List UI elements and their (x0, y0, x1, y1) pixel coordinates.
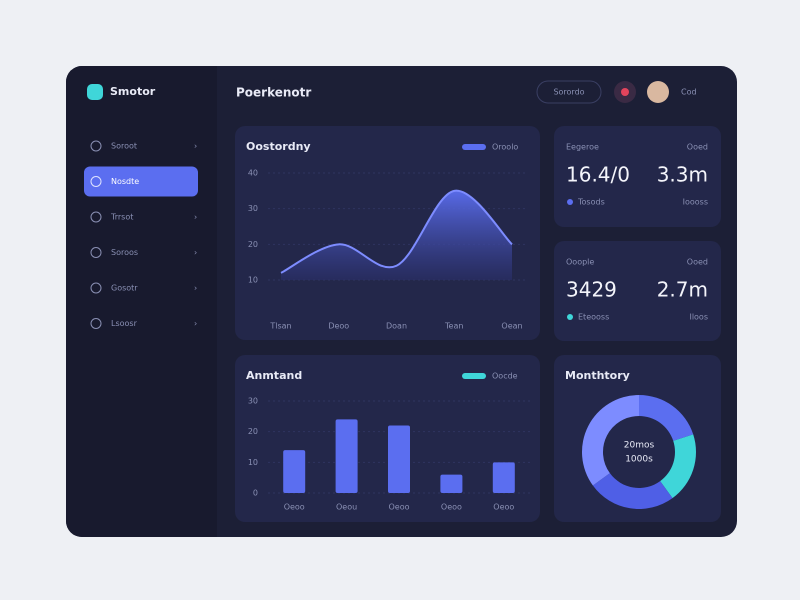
y-tick-label: 30 (248, 204, 258, 213)
card (554, 126, 721, 227)
y-tick-label: 20 (248, 427, 258, 436)
x-tick-label: Oeoo (441, 503, 462, 512)
donut-center-label: 1000s (625, 455, 653, 465)
nav-chevron: › (194, 142, 197, 151)
stat-value: 16.4/0 (566, 163, 630, 187)
x-tick-label: Oeoo (284, 503, 305, 512)
x-tick-label: Oeoo (388, 503, 409, 512)
x-tick-label: Tlsan (269, 322, 291, 331)
user-name[interactable]: Cod (681, 88, 697, 97)
nav-icon (90, 140, 102, 152)
card (235, 355, 540, 522)
stat-label: Ooed (687, 143, 708, 152)
y-tick-label: 0 (253, 489, 258, 498)
stat-sub: Eteooss (578, 313, 609, 322)
stat-sub: Ioooss (683, 198, 708, 207)
card-title: Monthtory (565, 369, 630, 382)
stat-value: 3429 (566, 278, 617, 302)
y-tick-label: 40 (248, 169, 258, 178)
nav-item[interactable]: Soroos (111, 248, 138, 257)
nav-chevron: › (194, 213, 197, 222)
nav-chevron: › (194, 319, 197, 328)
x-tick-label: Oean (501, 322, 522, 331)
bar (388, 425, 410, 493)
notification-dot (621, 88, 629, 96)
donut-segment (582, 395, 639, 486)
donut-segment (592, 473, 673, 509)
x-tick-label: Doan (386, 322, 407, 331)
x-tick-label: Oeou (336, 503, 357, 512)
area (281, 190, 512, 280)
y-tick-label: 30 (248, 397, 258, 406)
nav-chevron: › (194, 284, 197, 293)
bar (440, 474, 463, 493)
stat-label: Eegeroe (566, 143, 599, 152)
x-tick-label: Oeoo (493, 503, 514, 512)
logo-icon (87, 84, 103, 100)
y-tick-label: 20 (248, 240, 258, 249)
line (280, 189, 513, 274)
y-tick-label: 10 (248, 276, 258, 285)
nav-icon (90, 247, 102, 258)
card (554, 241, 721, 341)
nav-item[interactable]: Lsoosr (111, 319, 138, 328)
stat-dot (567, 199, 573, 205)
header-button-label[interactable]: Sorordo (553, 88, 584, 97)
donut-segment (660, 434, 696, 499)
bar (335, 419, 358, 493)
nav-icon (90, 176, 102, 187)
bar (492, 462, 515, 493)
header-button[interactable] (536, 80, 602, 104)
nav-icon (90, 211, 102, 223)
stat-label: Ooed (687, 258, 708, 267)
legend-label: Oocde (492, 372, 518, 381)
legend-swatch (462, 144, 486, 150)
stat-sub: Iloos (689, 313, 708, 322)
card-title: Oostordny (246, 140, 311, 153)
x-tick-label: Deoo (328, 322, 349, 331)
nav-icon (90, 318, 102, 329)
donut-center-label: 20mos (624, 441, 655, 451)
stat-label: Ooople (566, 258, 594, 267)
bar (283, 450, 306, 493)
card-title: Anmtand (246, 369, 302, 382)
donut-segment (639, 395, 694, 441)
nav-icon (90, 282, 102, 294)
card (235, 126, 540, 340)
stat-value: 2.7m (657, 278, 708, 302)
x-tick-label: Tean (444, 322, 463, 331)
stat-dot (567, 314, 573, 320)
nav-item[interactable]: Nosdte (111, 177, 139, 186)
nav-item[interactable]: Soroot (111, 142, 137, 151)
nav-chevron: › (194, 248, 197, 257)
legend-swatch (462, 373, 486, 379)
stat-value: 3.3m (657, 163, 708, 187)
avatar[interactable] (647, 81, 669, 103)
logo: Smotor (110, 85, 156, 98)
nav-item[interactable]: Trrsot (110, 213, 133, 222)
legend-label: Oroolo (492, 143, 518, 152)
stat-sub: Tosods (577, 198, 605, 207)
nav-item[interactable]: Gosotr (111, 284, 138, 293)
y-tick-label: 10 (248, 458, 258, 467)
page-title: Poerkenotr (236, 86, 311, 100)
nav-active[interactable] (84, 166, 198, 197)
sidebar (66, 66, 217, 537)
